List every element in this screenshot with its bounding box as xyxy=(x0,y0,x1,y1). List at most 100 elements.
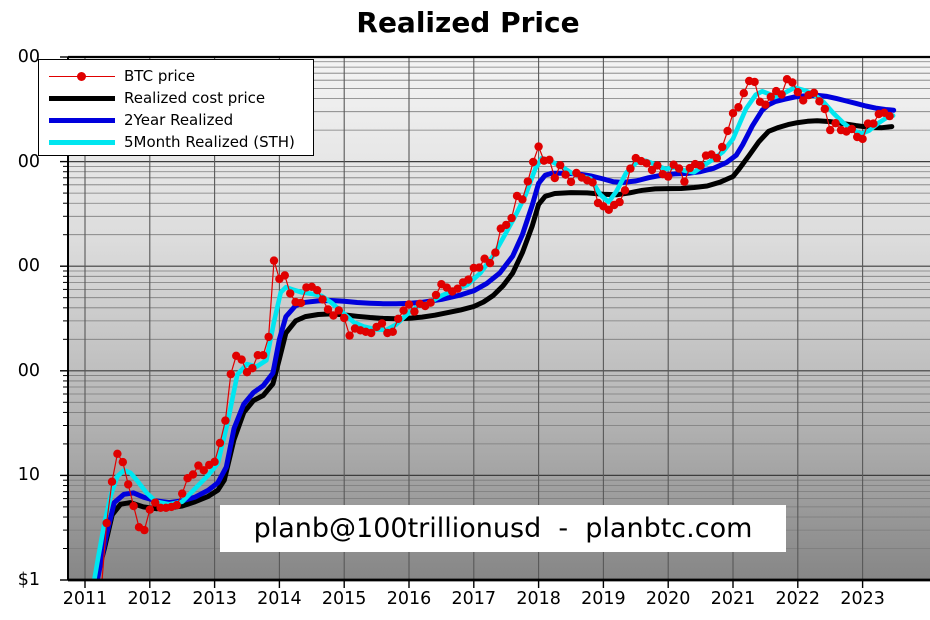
btc-price-marker xyxy=(221,416,230,425)
btc-price-marker xyxy=(475,263,484,272)
btc-price-marker xyxy=(518,195,527,204)
btc-price-marker xyxy=(642,159,651,168)
btc-price-marker xyxy=(680,177,689,186)
btc-price-marker xyxy=(340,313,349,323)
btc-price-marker xyxy=(367,328,376,338)
btc-price-marker xyxy=(858,134,867,144)
y-tick-label-10000: 00 xyxy=(17,151,40,172)
btc-price-marker xyxy=(113,449,122,458)
btc-price-marker xyxy=(118,457,128,467)
legend-item-5month-realized: 5Month Realized (STH) xyxy=(39,131,313,153)
btc-price-marker xyxy=(485,258,495,268)
btc-price-marker xyxy=(215,438,225,448)
btc-price-marker xyxy=(264,332,273,342)
btc-price-marker xyxy=(107,477,117,486)
btc-price-marker xyxy=(129,501,138,511)
btc-price-marker xyxy=(334,306,343,315)
btc-price-marker xyxy=(259,351,268,360)
btc-price-marker xyxy=(296,298,306,308)
btc-price-marker xyxy=(615,197,624,207)
btc-price-marker xyxy=(793,87,802,97)
btc-price-marker xyxy=(226,369,235,379)
legend-label: 2Year Realized xyxy=(124,111,234,129)
btc-price-marker xyxy=(345,331,354,340)
x-tick-label-2021: 2021 xyxy=(710,589,756,609)
btc-price-marker xyxy=(809,88,819,98)
btc-price-marker xyxy=(318,295,327,304)
y-tick-label-100: 00 xyxy=(17,360,40,381)
btc-price-marker xyxy=(739,89,748,98)
btc-price-marker xyxy=(664,172,673,181)
btc-price-marker xyxy=(172,500,181,510)
btc-price-marker xyxy=(124,480,133,489)
btc-price-marker xyxy=(718,142,727,152)
chart-title: Realized Price xyxy=(356,6,580,39)
legend-label: Realized cost price xyxy=(124,89,266,107)
x-tick-label-2013: 2013 xyxy=(192,589,237,609)
btc-price-marker xyxy=(399,306,408,315)
btc-price-marker xyxy=(529,157,538,167)
x-tick-label-2015: 2015 xyxy=(321,589,367,609)
series-line-2year-realized xyxy=(94,92,897,581)
btc-price-marker xyxy=(626,164,635,173)
y-tick-label-1: $1 xyxy=(17,570,40,590)
btc-price-marker xyxy=(248,364,257,373)
btc-price-marker xyxy=(210,457,219,466)
btc-price-marker xyxy=(723,126,732,136)
btc-price-marker xyxy=(750,77,759,87)
btc-price-marker xyxy=(199,466,208,475)
btc-price-marker xyxy=(620,186,630,195)
btc-price-marker xyxy=(151,498,160,507)
btc-price-line-swatch-icon xyxy=(49,70,115,82)
btc-price-marker xyxy=(377,319,387,328)
btc-price-marker xyxy=(885,111,894,121)
btc-price-marker xyxy=(140,525,149,535)
btc-price-marker xyxy=(712,153,721,163)
x-tick-label-2019: 2019 xyxy=(581,589,626,609)
y-tick-label-10: 10 xyxy=(17,465,40,486)
btc-price-marker xyxy=(847,124,856,134)
x-tick-label-2014: 2014 xyxy=(257,589,302,609)
series-line-5month-realized-sth- xyxy=(91,85,896,581)
x-tick-label-2012: 2012 xyxy=(127,589,173,609)
legend-item-2year-realized: 2Year Realized xyxy=(39,109,313,131)
btc-price-marker xyxy=(561,170,570,179)
btc-price-marker xyxy=(815,97,824,106)
btc-price-marker xyxy=(188,470,198,479)
x-tick-label-2020: 2020 xyxy=(645,589,691,609)
btc-price-marker xyxy=(653,161,662,170)
btc-price-marker xyxy=(566,177,576,187)
x-tick-label-2018: 2018 xyxy=(516,589,561,609)
two-year-line-swatch-icon xyxy=(49,114,115,126)
btc-price-marker xyxy=(507,213,516,223)
btc-price-marker xyxy=(426,298,435,307)
btc-price-marker xyxy=(410,307,419,316)
btc-price-marker xyxy=(464,275,473,284)
btc-price-marker xyxy=(194,461,203,470)
btc-price-marker xyxy=(491,248,500,257)
legend-item-btc-price: BTC price xyxy=(39,65,313,87)
btc-price-marker xyxy=(534,142,543,151)
legend-label: BTC price xyxy=(124,67,196,85)
btc-price-marker xyxy=(178,489,187,498)
btc-price-marker xyxy=(431,290,441,300)
btc-price-marker xyxy=(799,96,808,105)
legend: BTC price Realized cost price 2Year Real… xyxy=(38,59,314,156)
btc-price-marker xyxy=(404,300,414,309)
y-tick-label-1000: 00 xyxy=(17,256,40,277)
btc-price-marker xyxy=(788,78,797,87)
x-tick-label-2022: 2022 xyxy=(775,589,821,609)
x-tick-label-2011: 2011 xyxy=(62,589,108,609)
five-month-line-swatch-icon xyxy=(49,136,115,148)
btc-price-marker xyxy=(269,256,279,265)
btc-price-marker xyxy=(831,119,840,128)
btc-price-marker xyxy=(323,305,333,314)
btc-price-marker xyxy=(329,311,338,320)
btc-price-marker xyxy=(869,119,878,128)
btc-price-marker xyxy=(313,286,322,295)
legend-label: 5Month Realized (STH) xyxy=(124,133,295,151)
series-line-realized-cost-price xyxy=(93,118,895,581)
btc-price-marker xyxy=(696,161,705,170)
btc-price-marker xyxy=(766,92,775,102)
btc-price-marker xyxy=(453,284,462,293)
